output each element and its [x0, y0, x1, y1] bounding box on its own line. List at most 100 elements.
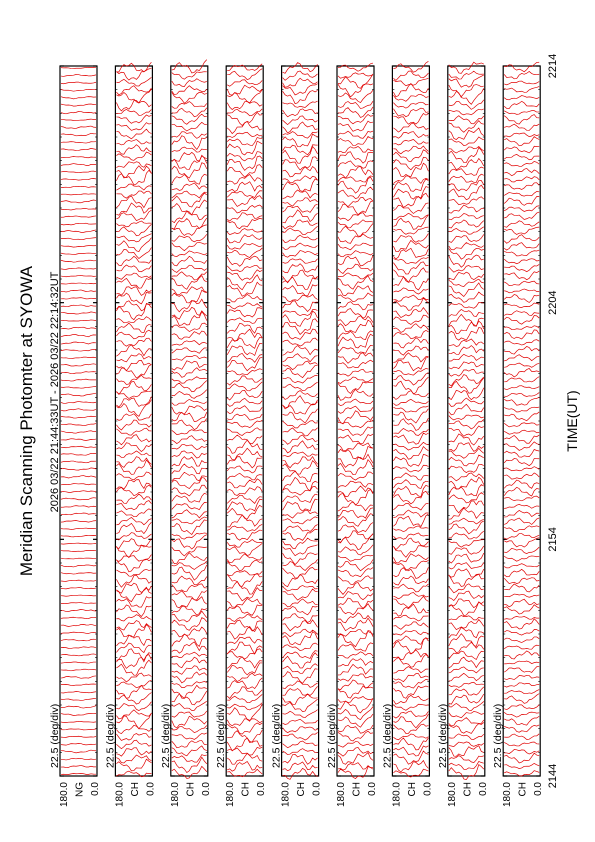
scan-trace	[282, 451, 318, 458]
scan-trace	[337, 381, 374, 394]
scan-trace	[226, 397, 263, 407]
panel: 180.0 0.0 NG 22.5 (deg/div)	[49, 65, 101, 807]
scan-trace	[60, 341, 97, 345]
scan-trace	[337, 485, 374, 497]
scan-trace	[337, 696, 374, 703]
scan-trace	[60, 579, 97, 582]
scan-trace	[116, 108, 152, 116]
y-tick-top-label: 180.0	[114, 782, 125, 807]
scan-trace	[227, 570, 263, 577]
scan-trace	[116, 291, 152, 305]
scan-trace	[393, 737, 429, 751]
scan-trace	[282, 209, 318, 224]
scan-trace	[171, 146, 207, 153]
scan-trace	[226, 343, 263, 357]
scan-trace	[171, 330, 208, 340]
scan-trace	[282, 284, 318, 297]
scan-traces	[60, 67, 97, 775]
scan-trace	[504, 270, 540, 281]
scan-trace	[227, 524, 263, 532]
scan-trace	[337, 398, 374, 407]
scan-trace	[503, 234, 540, 244]
scan-trace	[448, 601, 484, 616]
scan-trace	[337, 559, 374, 572]
scan-trace	[227, 413, 263, 421]
panel: 180.0 0.0 CH 22.5 (deg/div)	[271, 62, 323, 807]
y-tick-top-label: 180.0	[336, 782, 347, 807]
scan-trace	[171, 560, 208, 570]
scan-trace	[116, 427, 152, 436]
scan-trace	[116, 202, 152, 216]
scan-trace	[504, 191, 540, 197]
scan-trace	[393, 212, 429, 221]
scan-trace	[337, 186, 374, 199]
scan-trace	[337, 319, 374, 333]
scan-trace	[60, 527, 97, 530]
scan-trace	[448, 157, 485, 171]
scan-trace	[171, 444, 207, 451]
scan-trace	[337, 751, 374, 765]
scan-trace	[337, 663, 374, 676]
scan-trace	[337, 471, 374, 481]
scan-trace	[448, 173, 484, 183]
scan-trace	[448, 633, 484, 647]
scan-trace	[282, 628, 318, 638]
scan-trace	[393, 162, 429, 177]
scan-trace	[116, 344, 152, 357]
scan-trace	[116, 712, 152, 730]
scan-trace	[282, 258, 318, 264]
scan-trace	[337, 762, 374, 771]
scan-trace	[227, 636, 263, 645]
scan-trace	[226, 137, 263, 147]
scan-trace	[337, 223, 374, 237]
scan-trace	[60, 512, 97, 516]
scan-trace	[393, 390, 429, 400]
scan-trace	[282, 698, 318, 713]
scan-trace	[282, 420, 318, 429]
scan-trace	[226, 121, 263, 135]
scan-trace	[226, 439, 263, 454]
scan-trace	[227, 580, 263, 595]
scan-trace	[282, 242, 318, 250]
scan-trace	[227, 760, 263, 772]
scan-trace	[393, 713, 429, 729]
scan-trace	[393, 666, 429, 674]
scan-trace	[503, 368, 540, 378]
scan-trace	[393, 276, 429, 291]
scan-trace	[227, 514, 263, 528]
scan-trace	[116, 61, 152, 73]
scan-trace	[393, 113, 429, 125]
scan-trace	[226, 155, 263, 171]
scan-trace	[282, 748, 318, 756]
scan-trace	[337, 352, 374, 364]
scan-trace	[504, 741, 540, 747]
scan-trace	[504, 583, 540, 593]
panel: 180.0 0.0 CH 22.5 (deg/div)	[160, 59, 212, 807]
scan-trace	[116, 770, 152, 778]
scan-trace	[60, 185, 97, 188]
scan-trace	[171, 700, 208, 711]
scan-trace	[337, 106, 374, 118]
scan-trace	[171, 534, 207, 550]
scan-trace	[60, 170, 97, 174]
scan-trace	[282, 598, 318, 608]
scan-trace	[60, 602, 97, 604]
scan-trace	[60, 81, 97, 85]
scan-trace	[60, 148, 97, 151]
scan-trace	[448, 61, 484, 74]
scan-trace	[504, 724, 540, 733]
scan-trace	[393, 560, 429, 570]
scan-trace	[337, 488, 374, 506]
scan-trace	[503, 449, 540, 458]
scan-trace	[171, 91, 207, 104]
scan-trace	[448, 353, 484, 362]
scan-trace	[60, 720, 97, 723]
scan-trace	[337, 544, 374, 556]
scan-trace	[337, 410, 374, 425]
scan-trace	[503, 577, 540, 585]
scan-trace	[60, 356, 97, 360]
scan-trace	[227, 212, 263, 222]
scan-trace	[171, 456, 207, 467]
scan-trace	[60, 467, 97, 471]
scan-trace	[448, 755, 484, 764]
